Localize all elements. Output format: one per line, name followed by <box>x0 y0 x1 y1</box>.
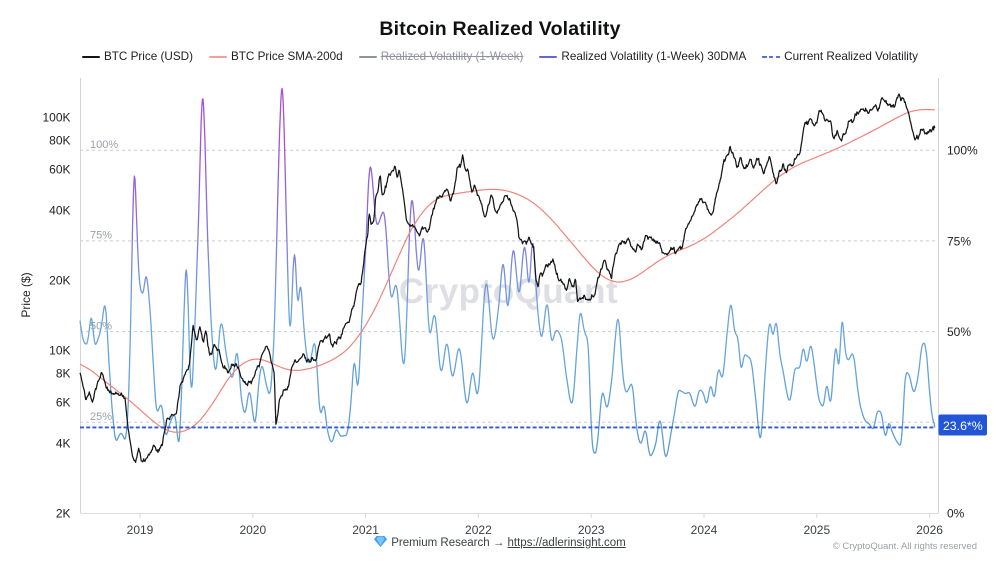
svg-text:100%: 100% <box>90 139 118 151</box>
svg-text:23.6*%: 23.6*% <box>943 419 983 433</box>
svg-text:2023: 2023 <box>578 523 605 537</box>
svg-text:2024: 2024 <box>691 523 718 537</box>
svg-text:Price ($): Price ($) <box>19 272 33 317</box>
svg-text:8K: 8K <box>56 366 71 380</box>
svg-text:2K: 2K <box>56 507 71 521</box>
svg-text:2021: 2021 <box>352 523 379 537</box>
svg-text:2025: 2025 <box>803 523 830 537</box>
svg-text:20K: 20K <box>49 274 70 288</box>
svg-text:100K: 100K <box>42 111 70 125</box>
svg-text:25%: 25% <box>90 411 112 423</box>
svg-text:10K: 10K <box>49 344 70 358</box>
svg-text:0%: 0% <box>947 506 965 520</box>
svg-text:80K: 80K <box>49 133 70 147</box>
svg-text:50%: 50% <box>947 325 971 339</box>
svg-text:100%: 100% <box>947 144 978 158</box>
svg-text:75%: 75% <box>90 230 112 242</box>
svg-text:2020: 2020 <box>239 523 266 537</box>
svg-text:75%: 75% <box>947 234 971 248</box>
svg-text:6K: 6K <box>56 395 71 409</box>
svg-text:4K: 4K <box>56 437 71 451</box>
svg-text:2026: 2026 <box>916 523 943 537</box>
svg-text:40K: 40K <box>49 204 70 218</box>
svg-text:60K: 60K <box>49 162 70 176</box>
svg-text:2022: 2022 <box>465 523 492 537</box>
svg-text:2019: 2019 <box>127 523 154 537</box>
